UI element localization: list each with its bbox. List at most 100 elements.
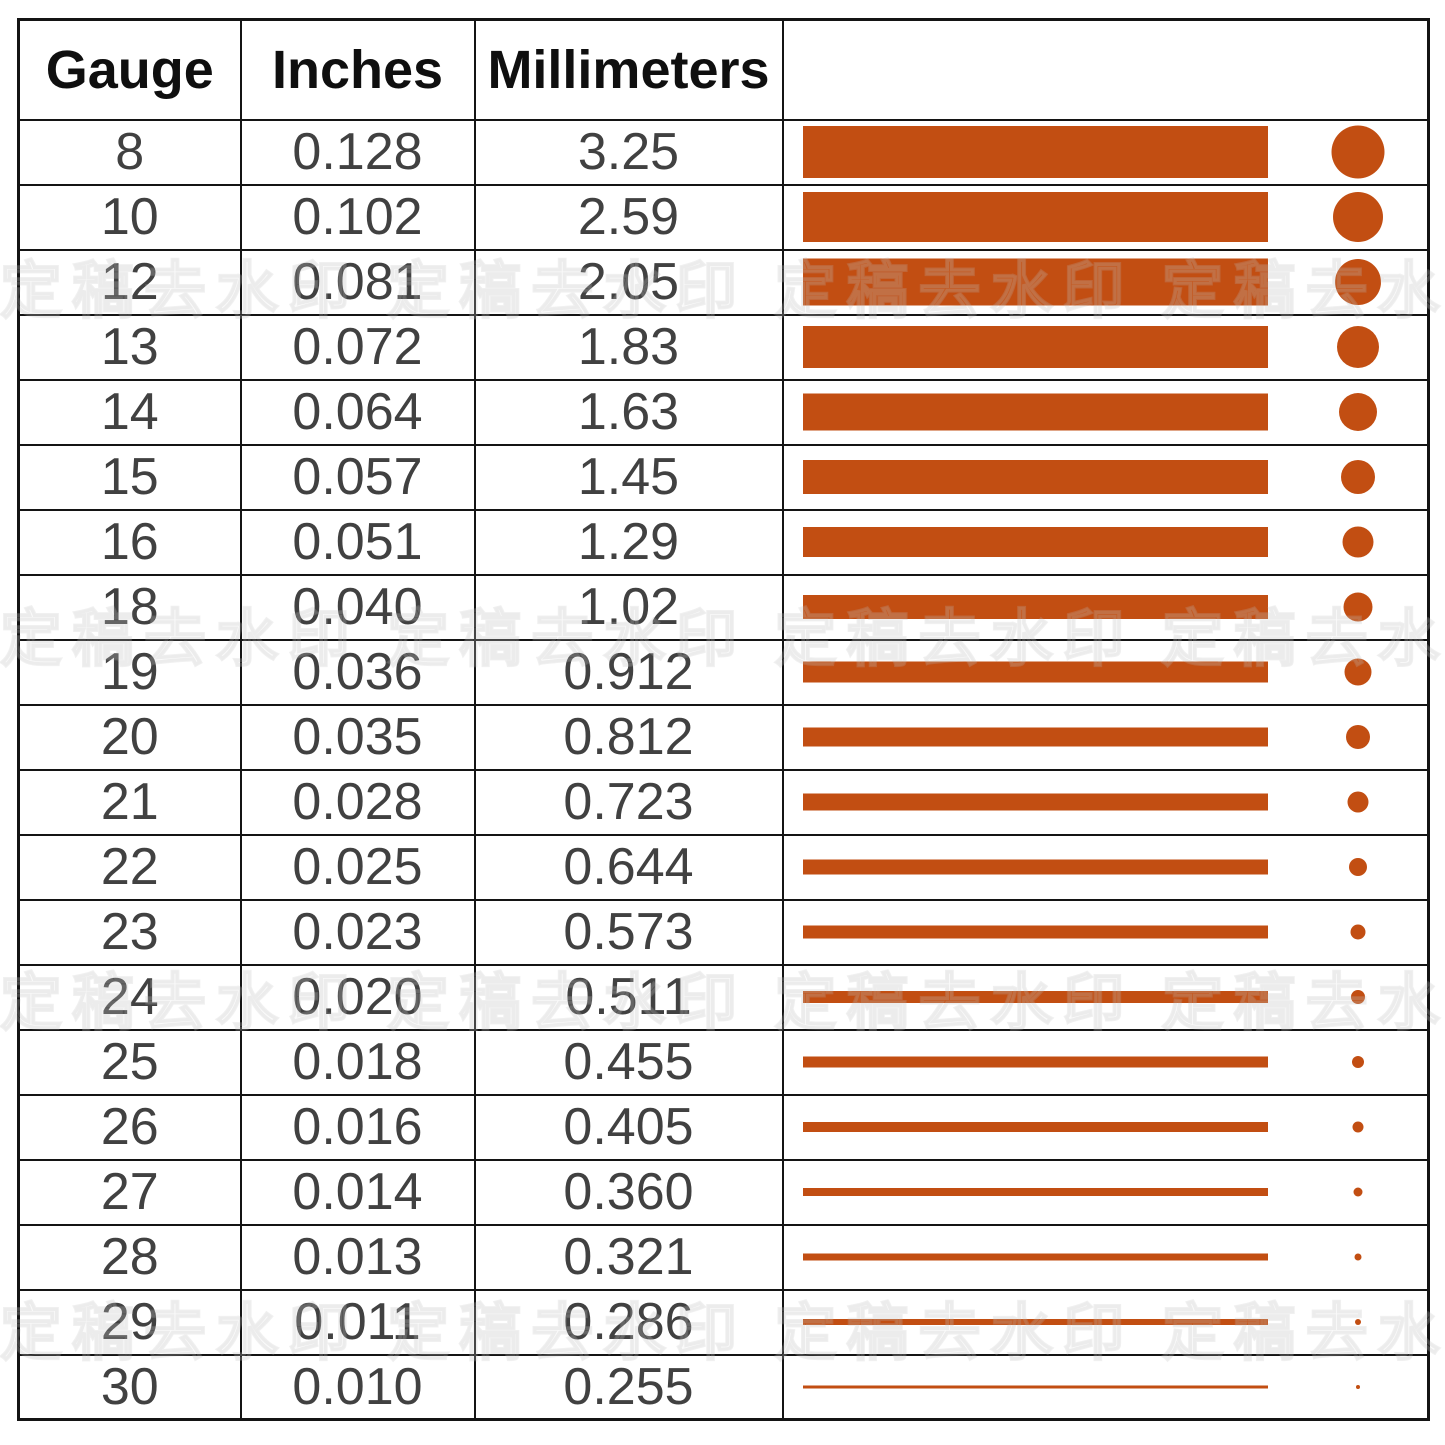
millimeters-cell: 2.05: [473, 248, 784, 316]
gauge-cell: 23: [17, 898, 242, 966]
table-row: 20 0.035 0.812: [17, 703, 1430, 771]
wire-visual-cell: [781, 1158, 1430, 1226]
table-row: 30 0.010 0.255: [17, 1353, 1430, 1421]
wire-thickness-bar: [802, 1188, 1268, 1196]
wire-thickness-bar: [802, 859, 1268, 875]
wire-visual-cell: [781, 963, 1430, 1031]
inches-cell: 0.057: [239, 443, 476, 511]
gauge-cell: 20: [17, 703, 242, 771]
table-row: 8 0.128 3.25: [17, 118, 1430, 186]
wire-visual-cell: [781, 313, 1430, 381]
wire-thickness-bar: [802, 1056, 1268, 1068]
gauge-cell: 8: [17, 118, 242, 186]
table-row: 19 0.036 0.912: [17, 638, 1430, 706]
inches-cell: 0.025: [239, 833, 476, 901]
wire-diameter-dot: [1355, 1384, 1360, 1389]
wire-thickness-bar: [802, 1319, 1268, 1325]
inches-cell: 0.102: [239, 183, 476, 251]
header-inches: Inches: [239, 18, 476, 121]
header-row: Gauge Inches Millimeters: [17, 18, 1430, 121]
wire-thickness-bar: [802, 1122, 1268, 1132]
wire-diameter-dot: [1340, 460, 1375, 494]
wire-thickness-bar: [802, 595, 1268, 619]
wire-visual-cell: [781, 638, 1430, 706]
millimeters-cell: 0.644: [473, 833, 784, 901]
millimeters-cell: 0.405: [473, 1093, 784, 1161]
gauge-cell: 19: [17, 638, 242, 706]
table-row: 29 0.011 0.286: [17, 1288, 1430, 1356]
millimeters-cell: 0.573: [473, 898, 784, 966]
wire-diameter-dot: [1354, 1253, 1361, 1261]
wire-thickness-bar: [802, 727, 1268, 747]
header-gauge: Gauge: [17, 18, 242, 121]
gauge-cell: 10: [17, 183, 242, 251]
wire-diameter-dot: [1352, 1121, 1363, 1133]
table-row: 26 0.016 0.405: [17, 1093, 1430, 1161]
gauge-cell: 15: [17, 443, 242, 511]
millimeters-cell: 1.45: [473, 443, 784, 511]
wire-thickness-bar: [802, 126, 1268, 178]
wire-diameter-dot: [1354, 1319, 1361, 1325]
millimeters-cell: 0.912: [473, 638, 784, 706]
millimeters-cell: 0.255: [473, 1353, 784, 1421]
header-visual: [781, 18, 1430, 121]
wire-thickness-bar: [802, 192, 1268, 242]
inches-cell: 0.128: [239, 118, 476, 186]
wire-diameter-dot: [1331, 125, 1384, 179]
wire-diameter-dot: [1353, 1187, 1362, 1197]
table-row: 21 0.028 0.723: [17, 768, 1430, 836]
gauge-cell: 29: [17, 1288, 242, 1356]
wire-visual-cell: [781, 183, 1430, 251]
table-row: 24 0.020 0.511: [17, 963, 1430, 1031]
millimeters-cell: 0.321: [473, 1223, 784, 1291]
wire-visual-cell: [781, 1093, 1430, 1161]
wire-visual-cell: [781, 508, 1430, 576]
millimeters-cell: 0.360: [473, 1158, 784, 1226]
wire-thickness-bar: [802, 527, 1268, 557]
inches-cell: 0.020: [239, 963, 476, 1031]
wire-visual-cell: [781, 898, 1430, 966]
table-row: 18 0.040 1.02: [17, 573, 1430, 641]
wire-thickness-bar: [802, 460, 1268, 494]
millimeters-cell: 1.63: [473, 378, 784, 446]
table-body: 8 0.128 3.25 10 0.102 2.59 12 0.081 2.05 13 0.072 1…: [17, 118, 1430, 1421]
wire-thickness-bar: [802, 991, 1268, 1003]
table-row: 10 0.102 2.59: [17, 183, 1430, 251]
header-millimeters: Millimeters: [473, 18, 784, 121]
inches-cell: 0.014: [239, 1158, 476, 1226]
millimeters-cell: 2.59: [473, 183, 784, 251]
millimeters-cell: 3.25: [473, 118, 784, 186]
inches-cell: 0.013: [239, 1223, 476, 1291]
wire-diameter-dot: [1336, 326, 1379, 368]
wire-visual-cell: [781, 1288, 1430, 1356]
millimeters-cell: 0.812: [473, 703, 784, 771]
gauge-cell: 14: [17, 378, 242, 446]
wire-diameter-dot: [1334, 259, 1381, 305]
wire-visual-cell: [781, 703, 1430, 771]
wire-visual-cell: [781, 443, 1430, 511]
table-row: 28 0.013 0.321: [17, 1223, 1430, 1291]
wire-diameter-dot: [1351, 1056, 1364, 1068]
inches-cell: 0.064: [239, 378, 476, 446]
millimeters-cell: 1.83: [473, 313, 784, 381]
wire-diameter-dot: [1347, 791, 1368, 813]
gauge-cell: 27: [17, 1158, 242, 1226]
wire-diameter-dot: [1344, 658, 1371, 686]
inches-cell: 0.036: [239, 638, 476, 706]
inches-cell: 0.072: [239, 313, 476, 381]
inches-cell: 0.023: [239, 898, 476, 966]
table-row: 23 0.023 0.573: [17, 898, 1430, 966]
inches-cell: 0.051: [239, 508, 476, 576]
inches-cell: 0.040: [239, 573, 476, 641]
wire-visual-cell: [781, 378, 1430, 446]
inches-cell: 0.018: [239, 1028, 476, 1096]
millimeters-cell: 0.723: [473, 768, 784, 836]
millimeters-cell: 1.02: [473, 573, 784, 641]
table-row: 16 0.051 1.29: [17, 508, 1430, 576]
wire-thickness-bar: [802, 793, 1268, 811]
wire-diameter-dot: [1332, 192, 1383, 242]
wire-thickness-bar: [802, 1385, 1268, 1389]
wire-visual-cell: [781, 768, 1430, 836]
table-row: 13 0.072 1.83: [17, 313, 1430, 381]
